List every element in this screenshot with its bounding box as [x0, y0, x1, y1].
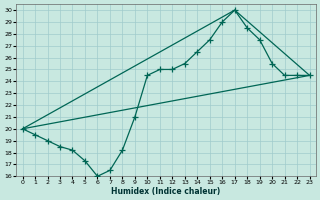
X-axis label: Humidex (Indice chaleur): Humidex (Indice chaleur)	[111, 187, 221, 196]
